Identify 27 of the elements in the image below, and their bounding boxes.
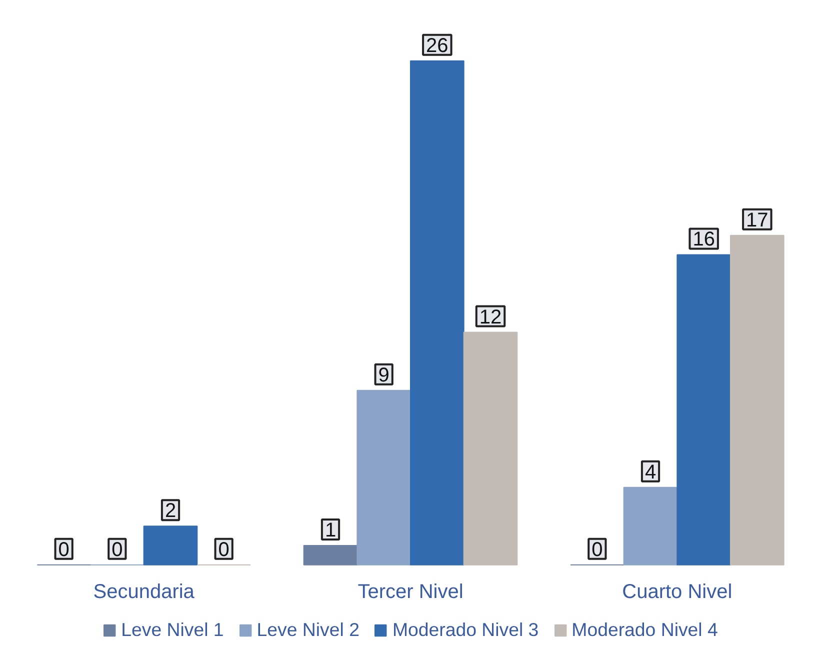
x-tick-label: Secundaria <box>93 580 196 603</box>
bar <box>410 60 464 566</box>
data-label: 0 <box>112 538 123 561</box>
bar <box>623 486 678 566</box>
data-label: 26 <box>426 34 448 57</box>
legend-label: Moderado Nivel 3 <box>392 619 539 641</box>
x-tick-label: Cuarto Nivel <box>622 580 732 603</box>
data-label: 17 <box>746 209 768 232</box>
legend-label: Leve Nivel 2 <box>256 619 360 641</box>
data-label: 12 <box>479 306 502 328</box>
bar <box>730 234 784 566</box>
bar <box>676 254 731 566</box>
data-label: 2 <box>164 500 176 522</box>
data-label: 0 <box>218 538 230 561</box>
data-label: 0 <box>58 538 70 561</box>
data-label: 9 <box>378 364 390 386</box>
bar <box>356 390 411 566</box>
legend-label: Moderado Nivel 4 <box>572 619 718 641</box>
data-label: 0 <box>592 538 603 561</box>
bar <box>143 526 198 566</box>
x-tick-label: Tercer Nivel <box>358 580 464 603</box>
bar <box>463 332 518 566</box>
data-label: 1 <box>324 519 336 542</box>
data-label: 16 <box>692 228 715 251</box>
bar <box>303 544 358 566</box>
legend-label: Leve Nivel 1 <box>121 619 224 641</box>
data-label: 4 <box>644 461 656 484</box>
